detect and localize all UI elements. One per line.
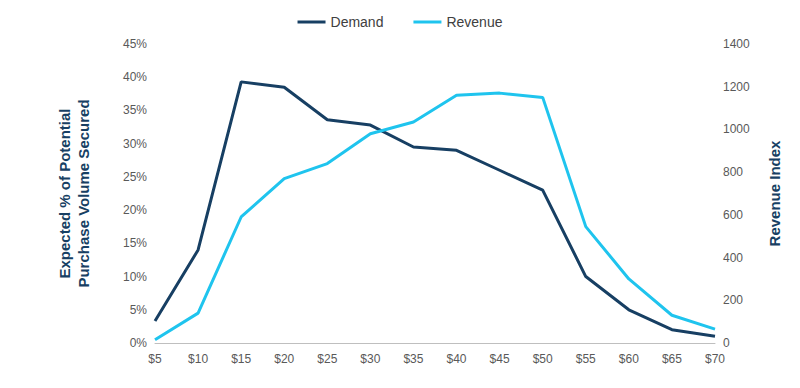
svg-text:$15: $15 <box>231 352 251 366</box>
svg-text:20%: 20% <box>123 203 147 217</box>
svg-text:Demand: Demand <box>331 14 384 30</box>
svg-text:30%: 30% <box>123 137 147 151</box>
svg-text:10%: 10% <box>123 270 147 284</box>
svg-text:0: 0 <box>723 336 730 350</box>
svg-text:1400: 1400 <box>723 37 750 51</box>
svg-text:0%: 0% <box>130 336 148 350</box>
svg-text:1000: 1000 <box>723 122 750 136</box>
svg-text:Revenue Index: Revenue Index <box>766 140 783 247</box>
svg-text:25%: 25% <box>123 170 147 184</box>
svg-text:600: 600 <box>723 208 743 222</box>
svg-text:Revenue: Revenue <box>446 14 502 30</box>
svg-text:400: 400 <box>723 251 743 265</box>
svg-text:$25: $25 <box>317 352 337 366</box>
svg-text:$45: $45 <box>490 352 510 366</box>
svg-text:$10: $10 <box>188 352 208 366</box>
svg-text:$60: $60 <box>619 352 639 366</box>
svg-text:800: 800 <box>723 165 743 179</box>
svg-text:35%: 35% <box>123 103 147 117</box>
svg-text:$30: $30 <box>360 352 380 366</box>
svg-text:Purchase Volume Secured: Purchase Volume Secured <box>75 99 92 287</box>
svg-text:$5: $5 <box>148 352 162 366</box>
svg-text:Expected % of Potential: Expected % of Potential <box>56 108 73 278</box>
svg-text:1200: 1200 <box>723 80 750 94</box>
svg-text:$55: $55 <box>576 352 596 366</box>
svg-text:5%: 5% <box>130 303 148 317</box>
svg-text:40%: 40% <box>123 70 147 84</box>
svg-text:45%: 45% <box>123 37 147 51</box>
svg-text:$50: $50 <box>533 352 553 366</box>
svg-text:200: 200 <box>723 293 743 307</box>
svg-text:15%: 15% <box>123 236 147 250</box>
svg-text:$20: $20 <box>274 352 294 366</box>
svg-text:$65: $65 <box>662 352 682 366</box>
svg-text:$70: $70 <box>705 352 725 366</box>
svg-text:$35: $35 <box>403 352 423 366</box>
svg-text:$40: $40 <box>447 352 467 366</box>
